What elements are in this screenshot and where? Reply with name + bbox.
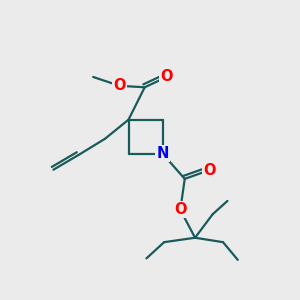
Text: O: O [160, 70, 173, 85]
Text: N: N [157, 146, 169, 161]
Text: O: O [113, 78, 126, 93]
Text: O: O [174, 202, 187, 217]
Text: O: O [203, 163, 216, 178]
